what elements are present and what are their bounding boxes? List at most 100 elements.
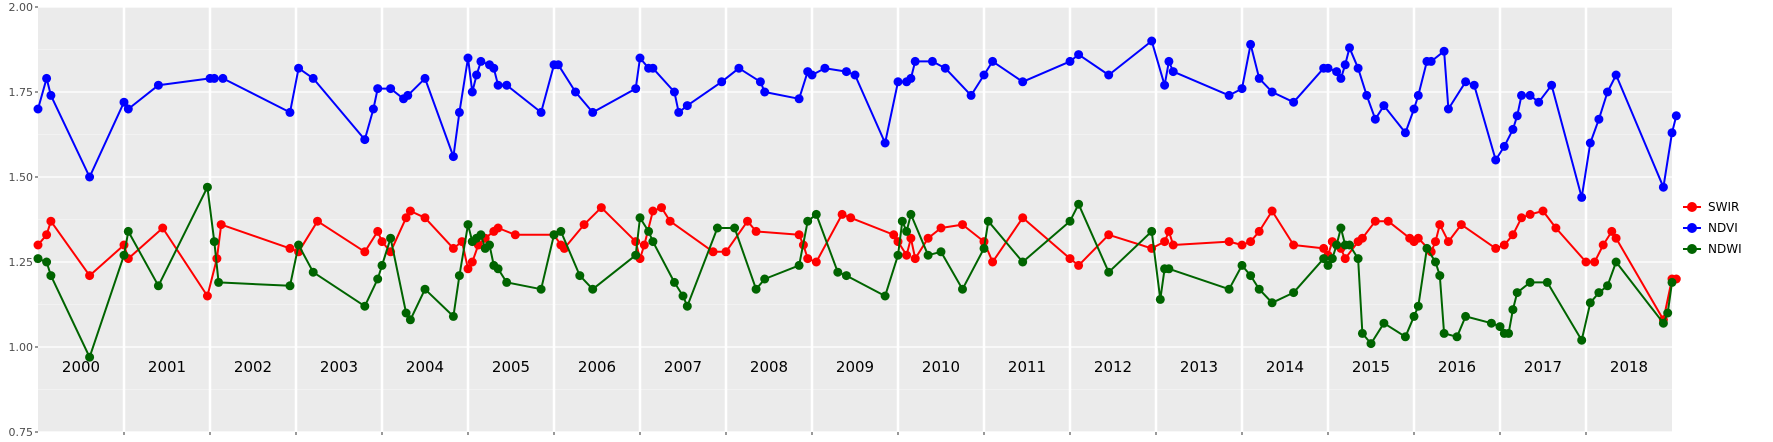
ndwi-point [536, 284, 546, 294]
year-label: 2000 [62, 358, 100, 376]
ndwi-series [33, 182, 1677, 362]
ndwi-point [1357, 328, 1367, 338]
ndwi-point [1246, 271, 1256, 281]
ndwi-point [1594, 288, 1604, 298]
ndvi-point [988, 56, 998, 66]
year-label: 2009 [836, 358, 874, 376]
ndvi-point [1237, 84, 1247, 94]
ndwi-point [1366, 339, 1376, 349]
ndwi-point [669, 277, 679, 287]
ndvi-point [966, 90, 976, 100]
ndvi-point [85, 172, 95, 182]
ndvi-point [1426, 56, 1436, 66]
year-label: 2014 [1266, 358, 1304, 376]
ndwi-point [1512, 288, 1522, 298]
ndvi-point [1379, 101, 1389, 111]
swir-point [1065, 254, 1075, 264]
ndvi-point [1547, 80, 1557, 90]
ndvi-point [841, 67, 851, 77]
ndwi-point [1147, 226, 1157, 236]
ndwi-point [1504, 328, 1514, 338]
ndwi-point [841, 271, 851, 281]
ndvi-point [1400, 128, 1410, 138]
swir-point [665, 216, 675, 226]
swir-point [360, 247, 370, 257]
swir-point [42, 230, 52, 240]
swir-point [216, 220, 226, 230]
ndwi-point [1439, 328, 1449, 338]
swir-point [1581, 257, 1591, 267]
ndwi-point [420, 284, 430, 294]
ndvi-point [1517, 90, 1526, 100]
ndwi-point [833, 267, 843, 277]
swir-point [1611, 233, 1621, 243]
ndwi-point [897, 216, 907, 226]
year-label: 2001 [148, 358, 186, 376]
swir-point [1340, 254, 1350, 264]
legend-item-ndvi: NDVI [1683, 221, 1738, 235]
y-axis: 0.75 1.00 1.25 1.50 1.75 2.00 [9, 1, 38, 439]
series-layer [33, 36, 1681, 362]
year-label: 2017 [1524, 358, 1562, 376]
ndwi-point [648, 237, 658, 247]
ndvi-point [1658, 182, 1668, 192]
ndwi-point [1611, 257, 1621, 267]
ndwi-point [1542, 277, 1552, 287]
ndwi-point [1461, 311, 1471, 321]
swir-point [988, 257, 998, 267]
year-label: 2005 [492, 358, 530, 376]
ndwi-point [153, 281, 163, 291]
ndvi-point [927, 56, 937, 66]
ndvi-point [850, 70, 860, 80]
ndwi-point [1658, 318, 1668, 328]
ndwi-point [979, 243, 989, 253]
ndvi-point [218, 73, 228, 83]
ndvi-point [1577, 192, 1587, 202]
ndwi-point [1663, 308, 1673, 318]
swir-point [1168, 240, 1178, 250]
ndwi-point [1379, 318, 1389, 328]
swir-point [639, 240, 649, 250]
ndwi-point [631, 250, 641, 260]
ndwi-point [678, 291, 688, 301]
ndvi-point [1345, 43, 1354, 53]
swir-point [794, 230, 804, 240]
ndvi-point [368, 104, 378, 114]
ndwi-point [1164, 264, 1174, 274]
swir-point [1517, 213, 1526, 223]
ndvi-point [631, 84, 641, 94]
ndwi-point [214, 277, 224, 287]
ndwi-line [37, 186, 1673, 359]
ndvi-point [1508, 124, 1518, 134]
swir-point [1224, 237, 1234, 247]
ndwi-point [485, 240, 494, 250]
ndwi-point [1452, 332, 1462, 342]
ndvi-point [1499, 141, 1509, 151]
ndwi-point [1289, 288, 1299, 298]
ndvi-point [1147, 36, 1157, 46]
ndvi-point [123, 104, 133, 114]
ndwi-point [1254, 284, 1264, 294]
swir-point [1551, 223, 1561, 233]
swir-point [1590, 257, 1600, 267]
y-tick-label: 0.75 [9, 426, 34, 439]
ndvi-point [1340, 60, 1350, 70]
swir-point [1074, 260, 1084, 270]
ndwi-point [1525, 277, 1535, 287]
ndvi-point [893, 77, 903, 87]
ndwi-point [401, 308, 411, 318]
swir-point [631, 237, 641, 247]
ndvi-point [553, 60, 563, 70]
ndwi-point [936, 247, 946, 257]
ndwi-point [549, 230, 559, 240]
swir-point [811, 257, 821, 267]
ndwi-point [360, 301, 370, 311]
ndwi-point [1409, 311, 1419, 321]
ndvi-point [1353, 63, 1363, 73]
swir-point [893, 237, 903, 247]
year-label: 2015 [1352, 358, 1390, 376]
ndvi-point [472, 70, 482, 80]
swir-point [1319, 243, 1329, 253]
ndvi-point [674, 107, 684, 117]
swir-point [158, 223, 168, 233]
